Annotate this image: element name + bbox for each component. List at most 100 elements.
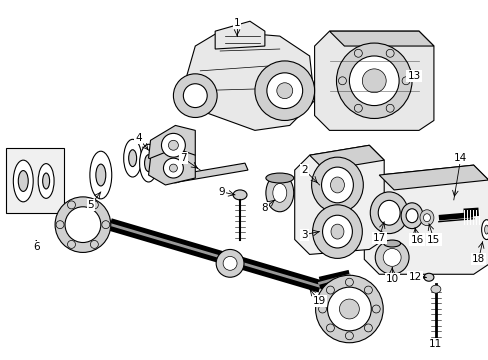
Text: 7: 7 bbox=[180, 153, 186, 163]
Text: 2: 2 bbox=[301, 165, 307, 175]
Text: 18: 18 bbox=[471, 255, 484, 264]
Circle shape bbox=[56, 221, 64, 229]
Ellipse shape bbox=[128, 150, 136, 167]
Ellipse shape bbox=[430, 285, 440, 293]
Polygon shape bbox=[148, 148, 195, 185]
Ellipse shape bbox=[38, 164, 54, 198]
Polygon shape bbox=[379, 165, 488, 190]
Text: 1: 1 bbox=[233, 18, 240, 28]
Ellipse shape bbox=[405, 209, 417, 223]
Circle shape bbox=[362, 69, 386, 93]
Ellipse shape bbox=[419, 210, 433, 226]
Circle shape bbox=[326, 286, 334, 294]
Circle shape bbox=[336, 43, 411, 118]
Circle shape bbox=[383, 248, 400, 266]
Circle shape bbox=[386, 104, 393, 112]
Ellipse shape bbox=[169, 173, 181, 183]
Ellipse shape bbox=[330, 224, 343, 239]
Circle shape bbox=[354, 104, 362, 112]
Circle shape bbox=[339, 299, 359, 319]
Circle shape bbox=[173, 74, 217, 117]
Ellipse shape bbox=[265, 174, 293, 212]
Circle shape bbox=[168, 140, 178, 150]
Circle shape bbox=[326, 324, 334, 332]
Ellipse shape bbox=[423, 273, 433, 281]
Circle shape bbox=[315, 275, 383, 343]
Ellipse shape bbox=[144, 155, 152, 172]
Text: 10: 10 bbox=[385, 274, 398, 284]
Circle shape bbox=[90, 240, 98, 248]
Circle shape bbox=[102, 221, 109, 229]
Polygon shape bbox=[294, 145, 384, 255]
Polygon shape bbox=[215, 21, 264, 49]
Text: 8: 8 bbox=[261, 203, 267, 213]
Polygon shape bbox=[148, 125, 195, 165]
Polygon shape bbox=[175, 163, 247, 182]
Circle shape bbox=[345, 278, 353, 286]
Text: 5: 5 bbox=[87, 200, 94, 210]
Ellipse shape bbox=[96, 164, 105, 186]
Circle shape bbox=[161, 133, 185, 157]
Text: 4: 4 bbox=[135, 133, 142, 143]
Circle shape bbox=[338, 77, 346, 85]
Text: 9: 9 bbox=[218, 187, 225, 197]
Circle shape bbox=[183, 84, 207, 108]
Circle shape bbox=[327, 287, 370, 331]
Circle shape bbox=[163, 158, 183, 178]
Text: 11: 11 bbox=[428, 339, 442, 349]
Text: 16: 16 bbox=[409, 234, 423, 244]
Ellipse shape bbox=[330, 177, 344, 193]
Circle shape bbox=[354, 49, 362, 57]
Ellipse shape bbox=[272, 184, 286, 202]
Ellipse shape bbox=[369, 192, 407, 234]
Ellipse shape bbox=[484, 225, 488, 234]
Circle shape bbox=[266, 73, 302, 109]
Polygon shape bbox=[314, 31, 433, 130]
Ellipse shape bbox=[311, 157, 363, 213]
Circle shape bbox=[318, 305, 326, 313]
Circle shape bbox=[67, 201, 75, 209]
Ellipse shape bbox=[233, 190, 246, 200]
Polygon shape bbox=[185, 31, 314, 130]
Polygon shape bbox=[364, 165, 488, 274]
Circle shape bbox=[254, 61, 314, 121]
Ellipse shape bbox=[13, 160, 33, 202]
Text: 15: 15 bbox=[427, 234, 440, 244]
Text: 12: 12 bbox=[407, 272, 421, 282]
Ellipse shape bbox=[265, 173, 293, 183]
Circle shape bbox=[364, 286, 371, 294]
Ellipse shape bbox=[322, 215, 352, 248]
Text: 14: 14 bbox=[453, 153, 467, 163]
Ellipse shape bbox=[377, 201, 399, 225]
Circle shape bbox=[55, 197, 111, 252]
Text: 13: 13 bbox=[407, 71, 420, 81]
Ellipse shape bbox=[481, 220, 488, 239]
Text: 3: 3 bbox=[301, 230, 307, 239]
Circle shape bbox=[67, 240, 75, 248]
Circle shape bbox=[345, 332, 353, 340]
Circle shape bbox=[349, 56, 398, 105]
Ellipse shape bbox=[400, 203, 422, 229]
Circle shape bbox=[276, 83, 292, 99]
Circle shape bbox=[216, 249, 244, 277]
Text: 19: 19 bbox=[312, 296, 325, 306]
Ellipse shape bbox=[139, 144, 157, 182]
Bar bbox=[6, 148, 64, 213]
Ellipse shape bbox=[321, 167, 353, 203]
Ellipse shape bbox=[123, 139, 142, 177]
Circle shape bbox=[90, 201, 98, 209]
Circle shape bbox=[386, 49, 393, 57]
Circle shape bbox=[364, 324, 371, 332]
Text: 17: 17 bbox=[372, 233, 385, 243]
Ellipse shape bbox=[383, 240, 400, 247]
Circle shape bbox=[371, 305, 380, 313]
Ellipse shape bbox=[312, 205, 362, 258]
Ellipse shape bbox=[423, 214, 429, 222]
Text: 6: 6 bbox=[33, 243, 40, 252]
Polygon shape bbox=[329, 31, 433, 46]
Circle shape bbox=[169, 164, 177, 172]
Circle shape bbox=[374, 240, 408, 274]
Ellipse shape bbox=[42, 173, 49, 189]
Polygon shape bbox=[309, 145, 384, 170]
Circle shape bbox=[401, 77, 409, 85]
